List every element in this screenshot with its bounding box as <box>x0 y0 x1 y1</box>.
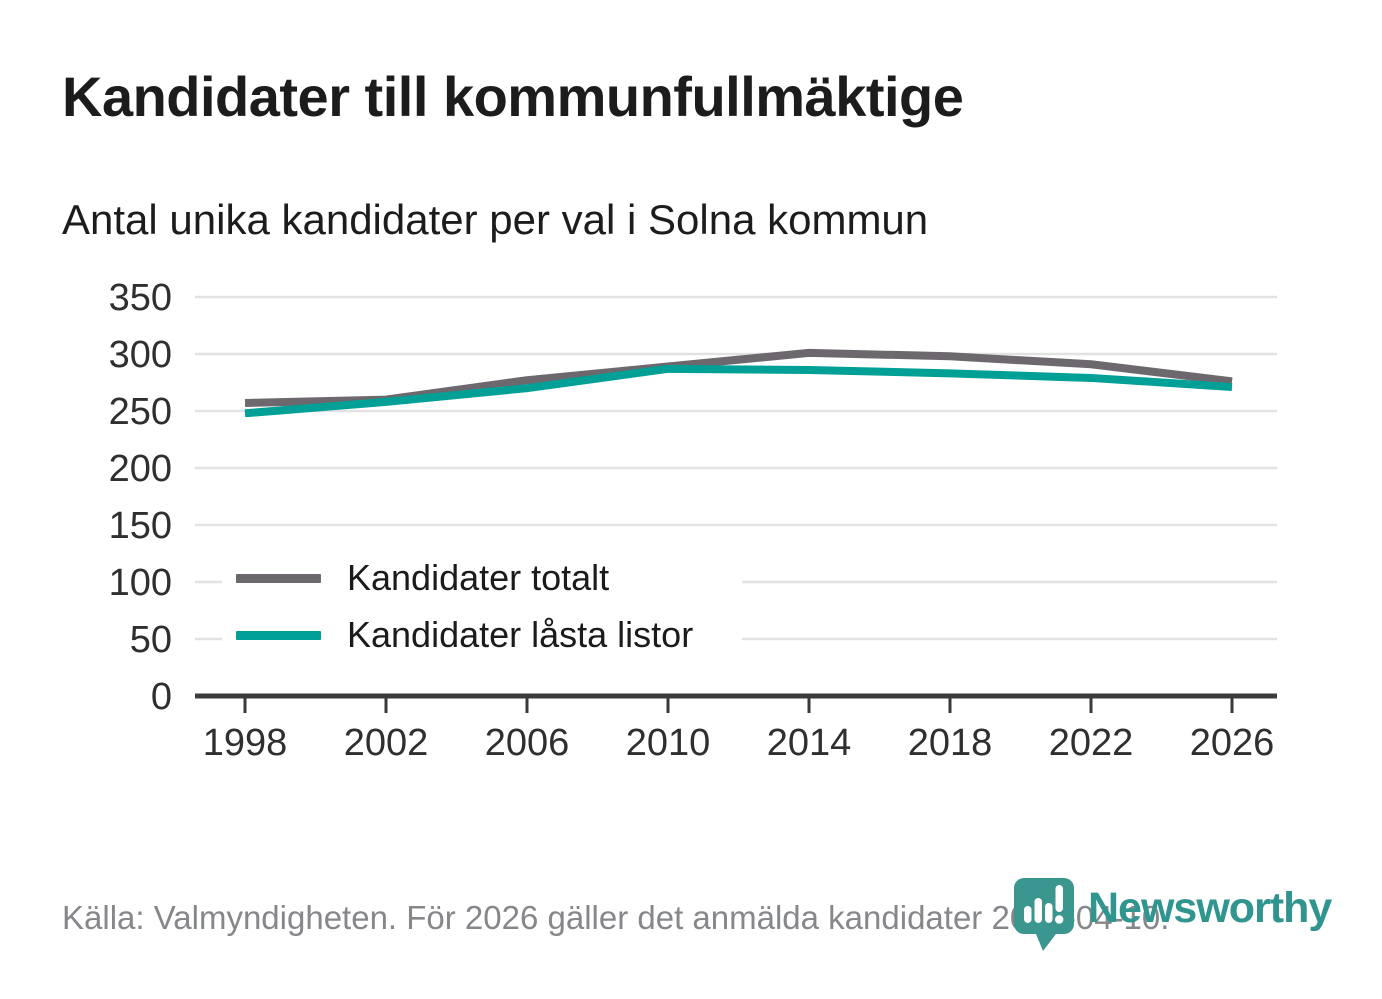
legend-item-totalt: Kandidater totalt <box>236 553 742 603</box>
legend-swatch-totalt <box>236 573 321 583</box>
x-tick-label-1998: 1998 <box>203 722 288 764</box>
y-tick-label-100: 100 <box>109 562 172 604</box>
series-line-lasta-listor <box>244 364 1233 418</box>
newsworthy-logo: Newsworthy <box>1012 876 1332 954</box>
y-tick-label-250: 250 <box>109 391 172 433</box>
line-chart-canvas: 0 50 100 150 200 250 300 350 1998 2002 2006 2010 201… <box>109 277 1277 764</box>
x-tick-label-2014: 2014 <box>767 722 852 764</box>
x-tick-label-2026: 2026 <box>1190 722 1275 764</box>
y-tick-label-150: 150 <box>109 505 172 547</box>
x-tick-label-2002: 2002 <box>344 722 429 764</box>
y-tick-label-50: 50 <box>130 619 172 661</box>
x-tick-label-2018: 2018 <box>908 722 993 764</box>
legend-swatch-lasta-listor <box>236 630 321 640</box>
legend-label-lasta-listor: Kandidater låsta listor <box>347 614 694 655</box>
chart-subtitle: Antal unika kandidater per val i Solna k… <box>62 196 929 243</box>
newsworthy-logo-icon <box>1014 878 1074 951</box>
newsworthy-wordmark: Newsworthy <box>1088 884 1332 932</box>
x-tick-label-2010: 2010 <box>626 722 711 764</box>
source-note: Källa: Valmyndigheten. För 2026 gäller d… <box>62 899 1170 936</box>
x-tick-label-2006: 2006 <box>485 722 570 764</box>
y-tick-label-200: 200 <box>109 448 172 490</box>
legend: Kandidater totalt Kandidater låsta listo… <box>222 549 742 666</box>
y-tick-label-350: 350 <box>109 277 172 319</box>
y-tick-label-0: 0 <box>151 676 172 718</box>
chart-title: Kandidater till kommunfullmäktige <box>62 65 964 128</box>
y-tick-label-300: 300 <box>109 334 172 376</box>
x-tick-label-2022: 2022 <box>1049 722 1134 764</box>
legend-label-totalt: Kandidater totalt <box>347 557 610 598</box>
legend-item-lasta-listor: Kandidater låsta listor <box>236 610 742 660</box>
